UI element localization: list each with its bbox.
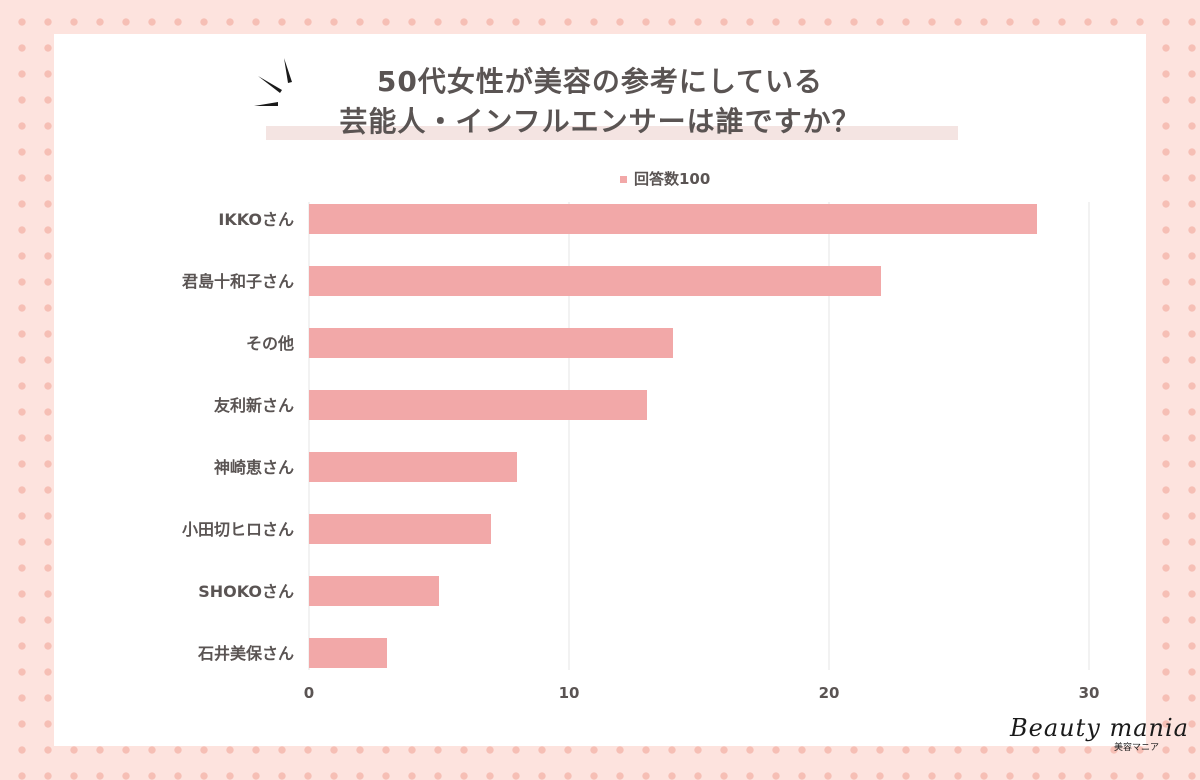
legend-label: 回答数100 [634, 170, 710, 188]
bar [309, 328, 673, 358]
logo-text: Beauty mania [1010, 714, 1189, 742]
legend-swatch [620, 176, 627, 183]
sparkle-decoration-icon [254, 58, 292, 106]
x-tick-label: 0 [304, 684, 314, 702]
brand-logo: Beauty mania 美容マニア [1010, 714, 1188, 753]
title-line-2: 芸能人・インフルエンサーは誰ですか？ [339, 105, 861, 138]
logo-subtext: 美容マニア [1114, 743, 1160, 753]
bar [309, 204, 1037, 234]
category-label: SHOKOさん [198, 582, 294, 601]
category-label: 神崎恵さん [214, 458, 294, 477]
category-label: IKKOさん [218, 210, 294, 229]
bar [309, 266, 881, 296]
bar [309, 452, 517, 482]
x-tick-label: 10 [559, 684, 580, 702]
title-underline [266, 126, 958, 140]
bar [309, 638, 387, 668]
category-label: 小田切ヒロさん [182, 520, 294, 539]
x-tick-label: 20 [819, 684, 840, 702]
category-label: 友利新さん [214, 396, 294, 415]
category-label: その他 [246, 334, 294, 353]
chart-title: 50代女性が美容の参考にしている 芸能人・インフルエンサーは誰ですか？ [54, 62, 1146, 142]
category-label: 君島十和子さん [182, 272, 294, 291]
x-tick-label: 30 [1079, 684, 1100, 702]
category-label: 石井美保さん [197, 644, 294, 663]
bar [309, 390, 647, 420]
bar [309, 514, 491, 544]
bar [309, 576, 439, 606]
chart-card: 50代女性が美容の参考にしている 芸能人・インフルエンサーは誰ですか？ 回答数1… [54, 34, 1188, 753]
title-line-1: 50代女性が美容の参考にしている [376, 65, 824, 98]
